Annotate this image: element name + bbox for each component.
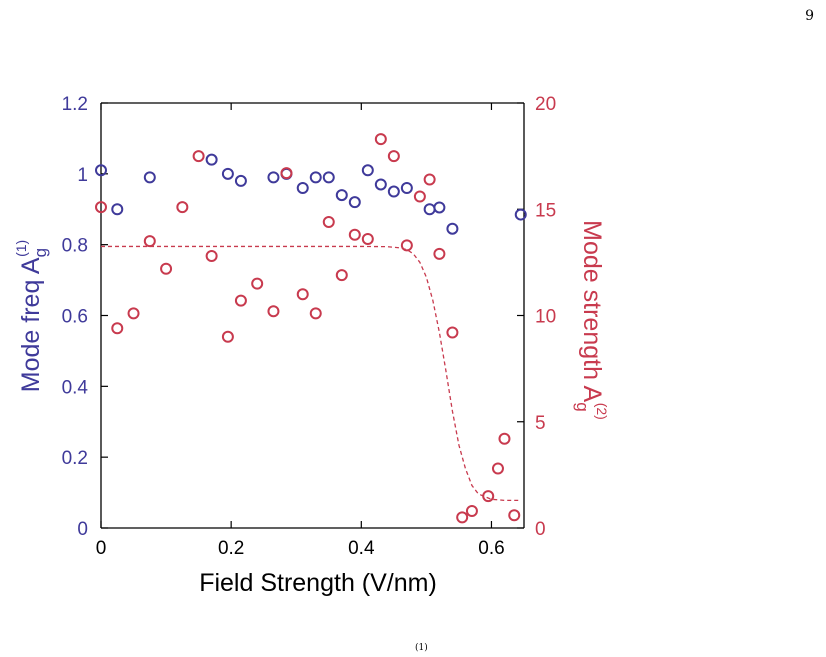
mode-freq-point [423, 203, 436, 216]
footer-superscript-fragment: (1) [415, 643, 428, 653]
mode-strength-point [374, 133, 387, 146]
mode-freq-point [374, 178, 387, 191]
mode-strength-point [413, 190, 426, 203]
x-tick-label: 0.6 [478, 538, 504, 559]
mode-freq-point [514, 208, 527, 221]
mode-strength-point [111, 322, 124, 335]
mode-strength-point [192, 150, 205, 163]
left-y-tick-label: 0 [77, 519, 88, 540]
mode-freq-point [433, 201, 446, 214]
x-tick-label: 0.4 [348, 538, 375, 559]
mode-freq-point [221, 167, 234, 180]
left-y-tick-label: 1.2 [62, 94, 88, 115]
mode-strength-point [95, 201, 107, 214]
mode-strength-point [465, 505, 478, 517]
mode-freq-point [205, 153, 218, 166]
right-y-tick-label: 10 [535, 307, 556, 328]
svg-text:Mode freq Ag(1): Mode freq Ag(1) [13, 240, 50, 392]
mode-freq-point [361, 164, 374, 177]
mode-strength-point [127, 307, 140, 320]
right-y-label-sub: g [573, 402, 592, 411]
mode-strength-point [387, 150, 400, 163]
left-y-tick-label: 1 [77, 165, 88, 186]
right-y-tick-label: 15 [535, 200, 556, 221]
mode-strength-point [322, 216, 335, 228]
mode-strength-point [456, 511, 469, 524]
mode-strength-point [423, 173, 436, 186]
mode-strength-point [498, 432, 511, 445]
mode-strength-point [280, 167, 293, 180]
left-y-label-sub: g [31, 248, 50, 257]
mode-freq-point [387, 185, 400, 198]
mode-freq-point [296, 182, 309, 194]
left-y-label-main: Mode freq A [17, 257, 45, 392]
mode-strength-point [348, 228, 361, 241]
mode-freq-point [446, 222, 459, 235]
mode-strength-point [508, 509, 521, 522]
mode-strength-point [267, 305, 280, 318]
mode-strength-point [309, 307, 322, 320]
mode-freq-point [267, 171, 280, 184]
mode-strength-point [251, 277, 264, 290]
right-y-label-sup: (2) [594, 403, 610, 420]
plot-frame [100, 102, 525, 529]
mode-freq-point [309, 171, 322, 184]
mode-strength-point [335, 269, 348, 282]
right-y-tick-label: 5 [535, 413, 546, 434]
left-y-label-sup: (1) [13, 240, 29, 257]
right-y-label-main: Mode strength A [578, 220, 606, 402]
mode-strength-point [296, 288, 309, 301]
mode-strength-point [491, 462, 504, 475]
svg-text:Mode strength Ag(2): Mode strength Ag (2) [573, 220, 610, 420]
right-y-tick-label: 0 [535, 519, 546, 540]
left-y-tick-label: 0.4 [62, 377, 89, 398]
page-number: 9 [805, 8, 814, 24]
fit-curve-line [101, 245, 521, 502]
mode-freq-point [143, 171, 156, 184]
left-y-tick-label: 0.8 [62, 236, 88, 257]
mode-freq-point [234, 174, 247, 187]
ticks: 0 0.2 0.4 0.6 0 0.2 0.4 0.6 0.8 1 1.2 0 5 10 15 20 [62, 94, 557, 559]
mode-strength-point [160, 262, 173, 275]
fit-curve [101, 245, 521, 502]
mode-strength-point [361, 233, 374, 245]
left-y-tick-label: 0.2 [62, 448, 88, 469]
mode-strength-point [176, 201, 189, 214]
x-tick-label: 0.2 [218, 538, 244, 559]
mode-strength-point [205, 250, 218, 262]
left-y-axis-label: Mode freq Ag(1) [13, 240, 50, 392]
mode-strength-point [446, 326, 459, 339]
mode-freq-point [95, 164, 107, 177]
right-y-tick-label: 20 [535, 94, 556, 115]
mode-strength-point [221, 330, 234, 343]
x-axis-label: Field Strength (V/nm) [199, 569, 437, 597]
data-points [95, 133, 527, 524]
mode-strength-point [400, 239, 413, 252]
mode-freq-point [111, 203, 124, 216]
mode-strength-point [482, 490, 495, 503]
right-y-axis-label: Mode strength Ag (2) [573, 220, 610, 420]
mode-strength-point [433, 247, 446, 260]
mode-freq-point [400, 182, 413, 194]
mode-freq-point [348, 196, 361, 209]
left-y-tick-label: 0.6 [62, 307, 88, 328]
x-tick-label: 0 [96, 538, 107, 559]
mode-freq-point [322, 171, 335, 184]
mode-strength-point [234, 294, 247, 307]
mode-freq-point [335, 189, 348, 202]
mode-strength-point [143, 235, 156, 248]
